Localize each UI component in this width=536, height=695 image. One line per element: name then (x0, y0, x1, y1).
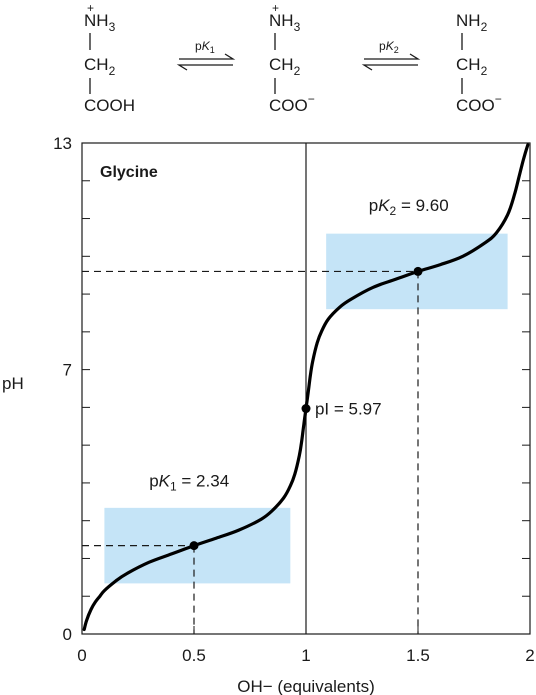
x-axis-title: OH− (equivalents) (237, 677, 374, 695)
chart-title: Glycine (100, 164, 158, 181)
methylene-group: CH2 (456, 55, 488, 78)
y-tick-label: 0 (63, 625, 72, 644)
forward-arrow (179, 53, 236, 60)
pi-annotation: pI = 5.97 (315, 400, 382, 419)
pk1-annotation: pK1 = 2.34 (149, 472, 229, 494)
data-point (189, 541, 199, 551)
methylene-group: CH2 (84, 55, 116, 78)
carboxyl-group: COOH (84, 96, 135, 115)
species-zwitterion: + NH3 CH2 COO− (269, 1, 315, 115)
carboxylate-group: COO− (456, 92, 502, 115)
y-tick-label: 7 (63, 361, 72, 380)
amine-charge: + (87, 1, 94, 15)
equilibrium-label: pK1 (195, 39, 215, 55)
x-tick-label: 1 (301, 646, 310, 665)
equilibrium-label: pK2 (379, 39, 399, 55)
amine-group: NH3 (84, 11, 116, 34)
carboxylate-group: COO− (269, 92, 315, 115)
data-point (301, 404, 311, 414)
y-tick-labels: 0 7 13 (53, 134, 72, 644)
axis-ticks (81, 142, 531, 635)
amine-group: NH2 (456, 11, 488, 34)
glycine-ionization-scheme: + NH3 CH2 COOH pK1 + NH3 CH2 COO− pK2 NH… (84, 1, 502, 115)
methylene-group: CH2 (269, 55, 301, 78)
amine-group: NH3 (269, 11, 301, 34)
reverse-arrow (361, 64, 418, 71)
titration-curve (82, 143, 530, 632)
equilibrium-pk2: pK2 (361, 39, 421, 71)
x-tick-labels: 0 0.5 1 1.5 2 (77, 646, 534, 665)
x-tick-label: 1.5 (406, 646, 430, 665)
species-anionic: NH2 CH2 COO− (456, 11, 502, 115)
key-points (189, 266, 423, 551)
species-cationic: + NH3 CH2 COOH (84, 1, 135, 115)
reverse-arrow (176, 64, 233, 71)
y-axis-title: pH (2, 374, 24, 393)
x-tick-label: 0.5 (182, 646, 206, 665)
forward-arrow (364, 53, 421, 60)
y-tick-label: 13 (53, 134, 72, 153)
guide-lines (82, 270, 419, 634)
data-point (413, 266, 423, 276)
x-tick-label: 0 (77, 646, 86, 665)
x-tick-label: 2 (525, 646, 534, 665)
amine-charge: + (272, 1, 279, 15)
pk2-annotation: pK2 = 9.60 (369, 196, 449, 218)
equilibrium-pk1: pK1 (176, 39, 236, 71)
